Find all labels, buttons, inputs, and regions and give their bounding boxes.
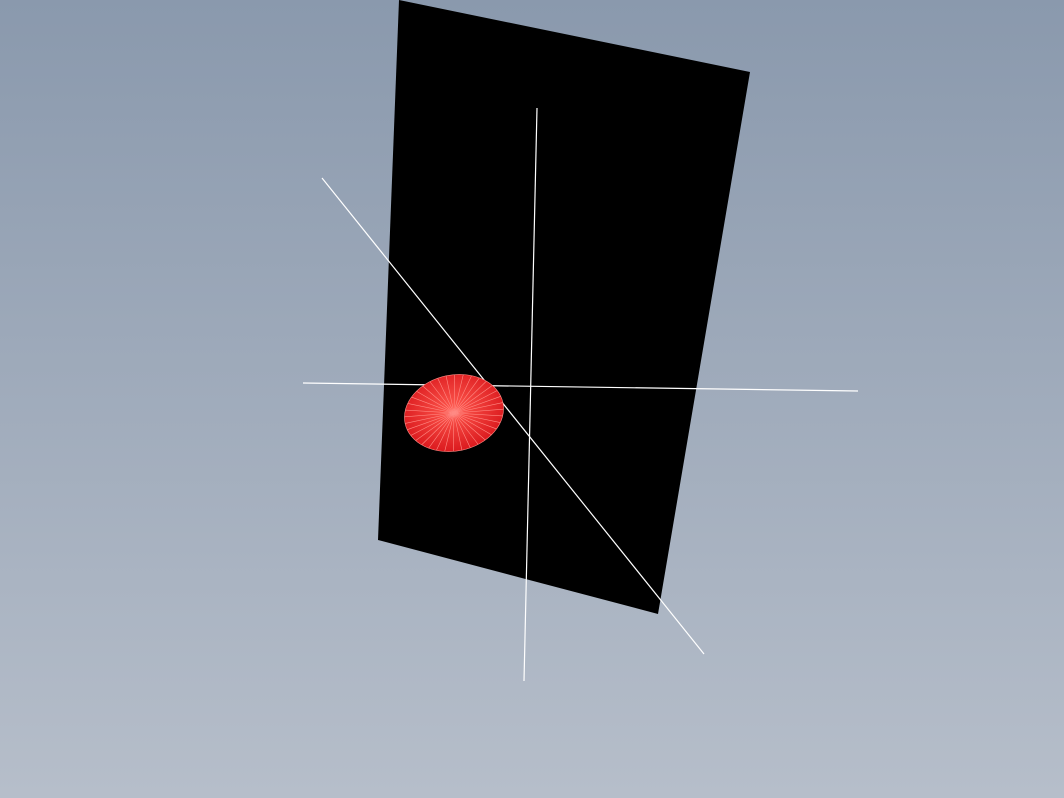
cad-3d-viewport[interactable]	[0, 0, 1064, 798]
